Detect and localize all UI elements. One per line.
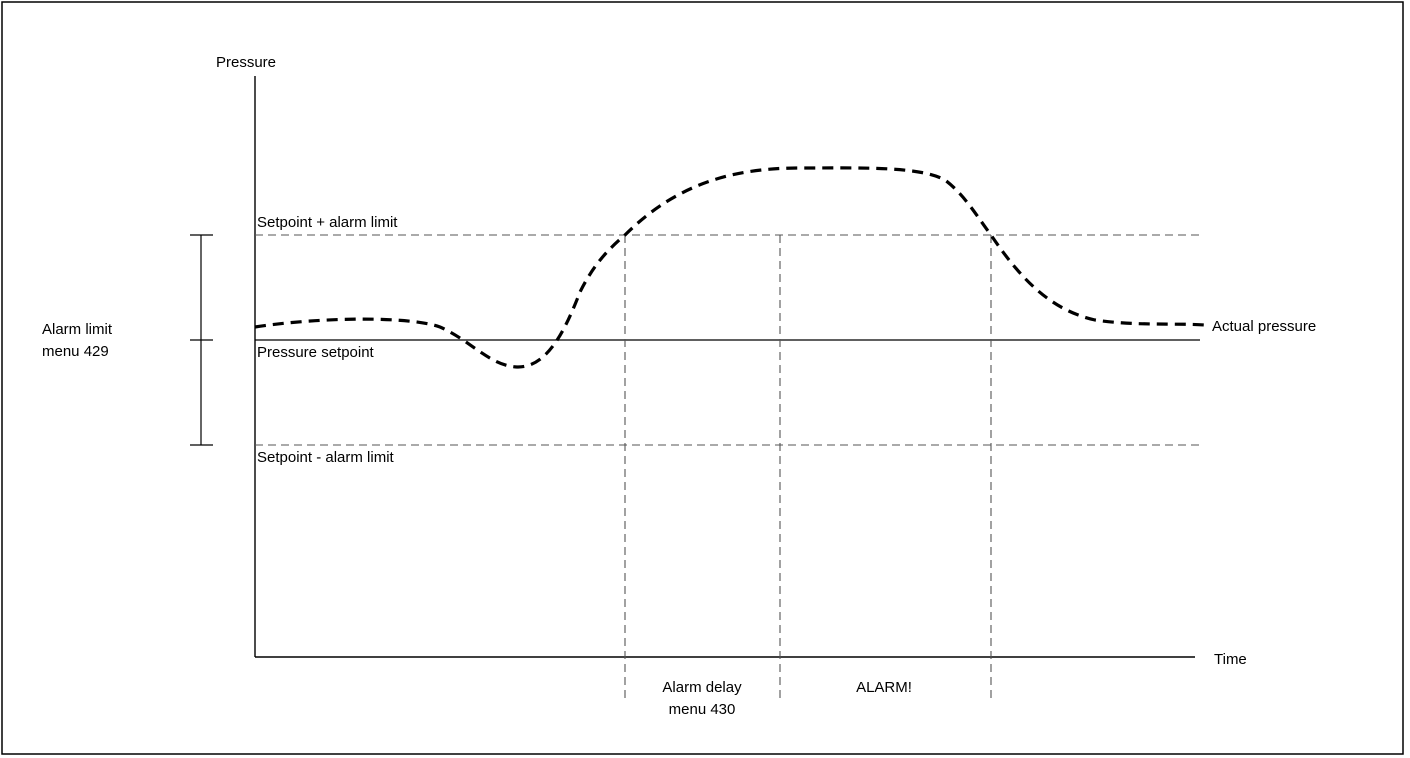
alarm-delay-menu-label: menu 430 — [669, 701, 736, 718]
pressure-setpoint-label: Pressure setpoint — [257, 344, 375, 361]
alarm-limit-bracket — [190, 235, 213, 445]
actual-pressure-label: Actual pressure — [1212, 318, 1316, 335]
alarm-delay-label: Alarm delay — [662, 679, 742, 696]
alarm-limit-label: Alarm limit — [42, 321, 113, 338]
alarm-limit-menu-label: menu 429 — [42, 343, 109, 360]
alarm-phase-label: ALARM! — [856, 679, 912, 696]
x-axis-label: Time — [1214, 651, 1247, 668]
actual-pressure-curve — [255, 168, 1205, 367]
lower-alarm-limit-label: Setpoint - alarm limit — [257, 449, 395, 466]
y-axis-label: Pressure — [216, 54, 276, 71]
upper-alarm-limit-label: Setpoint + alarm limit — [257, 214, 398, 231]
